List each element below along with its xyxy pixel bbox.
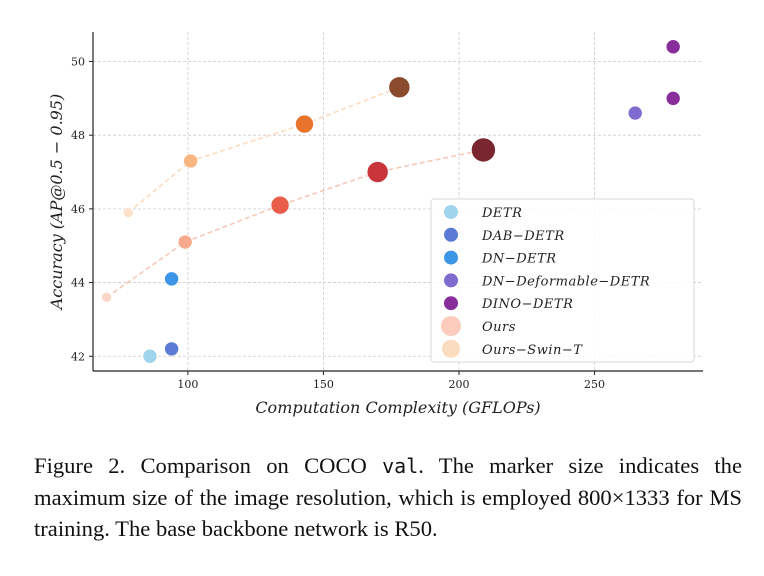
- x-tick-label: 100: [177, 378, 198, 391]
- legend-label: DETR: [481, 206, 522, 221]
- legend-label: Ours: [482, 320, 516, 335]
- x-tick-label: 200: [449, 378, 470, 391]
- y-tick-label: 46: [71, 203, 85, 216]
- data-point: [665, 91, 681, 106]
- data-point: [183, 153, 198, 169]
- data-point: [295, 114, 314, 134]
- legend-box: [430, 198, 695, 363]
- x-tick-label: 150: [313, 378, 334, 391]
- caption-prefix: Figure 2. Comparison on COCO: [34, 453, 383, 478]
- data-point: [471, 137, 496, 163]
- legend-marker: [444, 227, 458, 242]
- data-point: [177, 234, 193, 250]
- legend-marker: [444, 296, 458, 311]
- figure-caption: Figure 2. Comparison on COCO val. The ma…: [34, 450, 742, 544]
- legend-label: DN−Deformable−DETR: [481, 274, 650, 289]
- legend-marker: [442, 339, 460, 358]
- caption-text: . The marker size indicates the maximum …: [34, 453, 742, 541]
- legend-marker: [444, 273, 458, 288]
- x-axis-label: Computation Complexity (GFLOPs): [255, 398, 540, 417]
- y-tick-label: 48: [71, 129, 85, 142]
- series-line: [127, 86, 400, 214]
- data-point: [627, 105, 643, 121]
- tick-labels: 100 150 200 250 42 44 46 48 50: [71, 55, 605, 391]
- y-tick-label: 44: [71, 277, 85, 290]
- scatter-chart: 100 150 200 250 42 44 46 48 50 Computation Compl…: [47, 32, 703, 417]
- y-tick-label: 50: [71, 55, 85, 68]
- y-axis-label: Accuracy (AP@0.5 − 0.95): [47, 94, 66, 312]
- x-tick-label: 250: [584, 378, 605, 391]
- caption-code: val: [382, 454, 419, 478]
- data-point: [164, 341, 179, 357]
- data-point: [366, 161, 389, 183]
- data-point: [101, 292, 112, 303]
- y-tick-label: 42: [71, 350, 85, 363]
- data-point: [122, 207, 134, 218]
- legend-marker: [444, 205, 458, 219]
- data-point: [142, 348, 158, 364]
- data-point: [270, 195, 290, 215]
- legend-label: Ours−Swin−T: [482, 343, 583, 358]
- axes: [89, 32, 703, 375]
- data-points: [101, 39, 681, 364]
- legend-label: DN−DETR: [481, 252, 557, 267]
- legend-label: DINO−DETR: [481, 297, 573, 312]
- legend: DETR DAB−DETR DN−DETR DN−Deformable−DETR DIN…: [430, 198, 695, 363]
- data-point: [164, 271, 179, 287]
- data-point: [665, 39, 681, 55]
- series-lines: [106, 86, 484, 298]
- data-point: [388, 76, 411, 99]
- legend-marker: [444, 250, 458, 265]
- legend-marker: [441, 316, 461, 336]
- legend-label: DAB−DETR: [481, 229, 565, 244]
- series-line: [106, 149, 484, 298]
